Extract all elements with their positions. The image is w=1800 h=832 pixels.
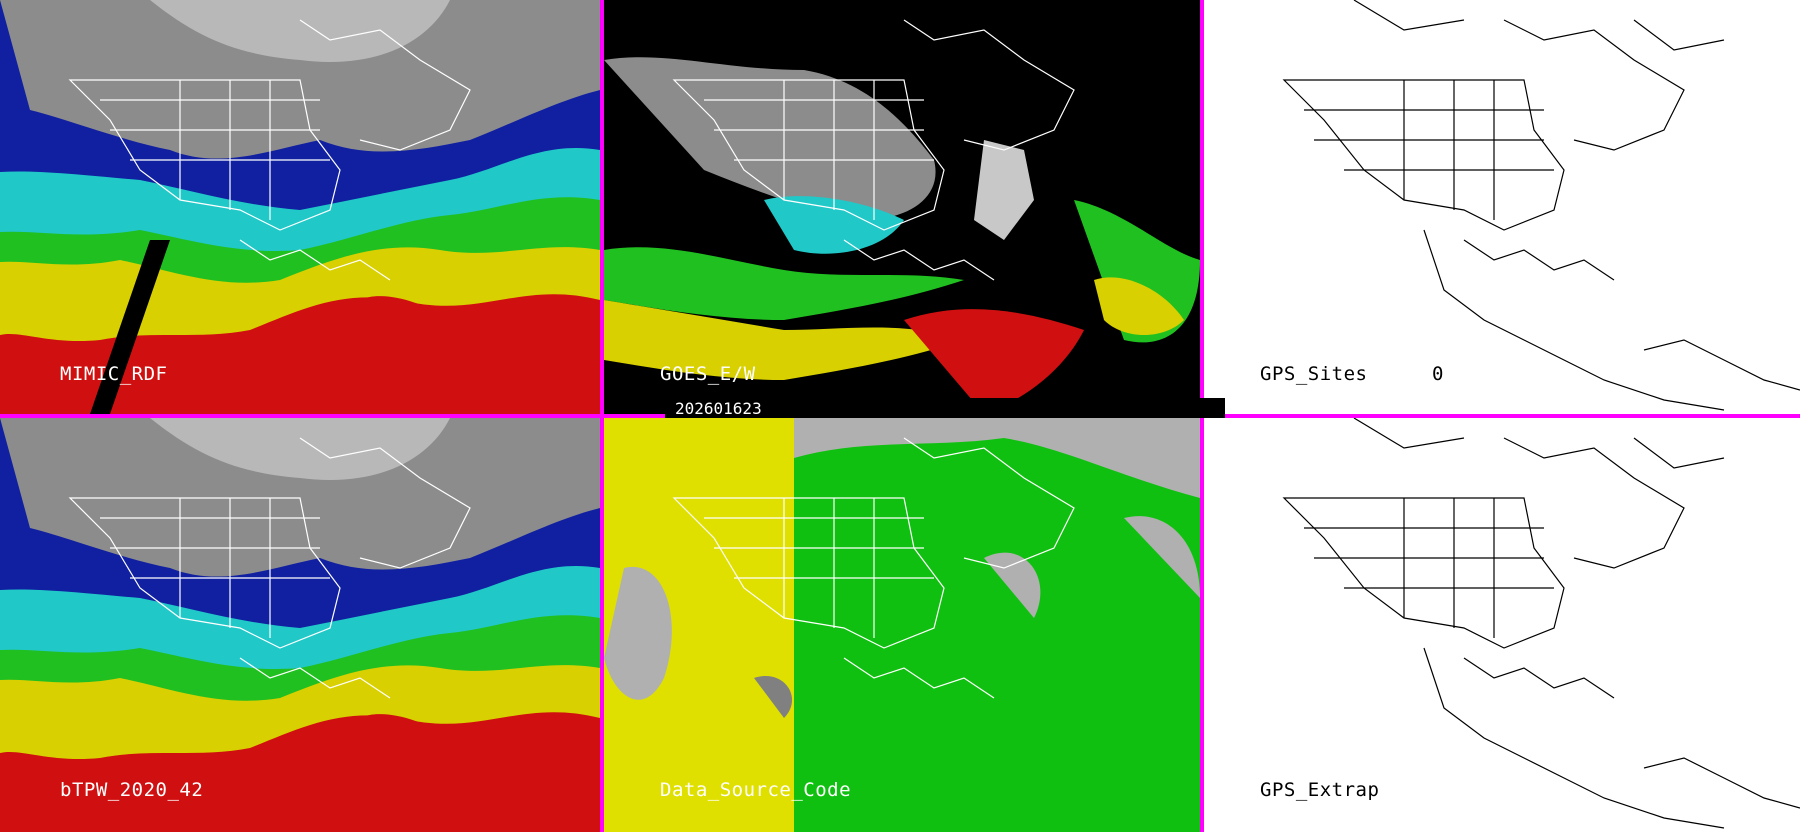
timestamp-bar: 202601623 <box>665 398 1225 418</box>
panel-label: Data_Source_Code <box>660 779 852 801</box>
tpw-map-image <box>0 0 600 414</box>
panel-label: MIMIC_RDF <box>60 363 168 385</box>
panel-label: GOES_E/W <box>660 363 756 385</box>
panel-btpw-2020-42[interactable]: bTPW_2020_42 <box>0 418 600 832</box>
panel-data-source-code[interactable]: Data_Source_Code <box>604 418 1200 832</box>
goes-map-image <box>604 0 1200 414</box>
panel-label: bTPW_2020_42 <box>60 779 204 801</box>
tpw-map-image <box>0 418 600 832</box>
outline-map-image <box>1282 0 1800 411</box>
panel-gps-extrap[interactable]: GPS_Extrap <box>1204 418 1800 832</box>
gps-site-count: 0 <box>1432 363 1444 385</box>
panel-gps-sites[interactable]: GPS_Sites 0 <box>1204 0 1800 414</box>
panel-goes-ew[interactable]: GOES_E/W <box>604 0 1200 414</box>
panel-label: GPS_Extrap <box>1260 779 1380 801</box>
panel-label: GPS_Sites <box>1260 363 1368 385</box>
source-map-image <box>604 418 1200 832</box>
outline-map-image <box>1282 418 1800 829</box>
timestamp-text: 202601623 <box>675 399 762 418</box>
panel-mimic-rdf[interactable]: MIMIC_RDF <box>0 0 600 414</box>
